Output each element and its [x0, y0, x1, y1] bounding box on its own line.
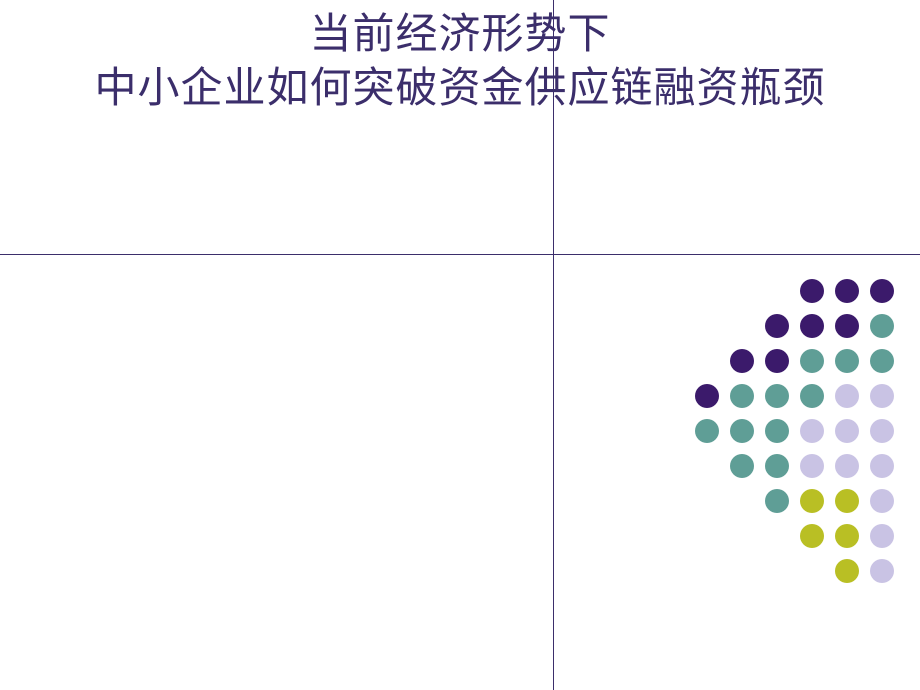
dot: [870, 524, 894, 548]
dot-row: [695, 454, 894, 478]
dot-grid-decoration: [695, 279, 894, 583]
dot: [730, 349, 754, 373]
dot-row: [695, 279, 894, 303]
slide: 当前经济形势下 中小企业如何突破资金供应链融资瓶颈: [0, 0, 920, 690]
dot: [695, 419, 719, 443]
dot: [870, 489, 894, 513]
dot: [800, 349, 824, 373]
dot: [870, 559, 894, 583]
dot: [870, 314, 894, 338]
title-line-2: 中小企业如何突破资金供应链融资瓶颈: [0, 62, 920, 116]
dot: [765, 454, 789, 478]
dot: [730, 454, 754, 478]
dot-row: [695, 384, 894, 408]
dot: [765, 489, 789, 513]
dot-row: [695, 489, 894, 513]
dot: [835, 314, 859, 338]
dot: [800, 279, 824, 303]
dot: [835, 419, 859, 443]
dot: [870, 384, 894, 408]
dot: [835, 524, 859, 548]
dot: [835, 559, 859, 583]
dot: [835, 384, 859, 408]
dot: [800, 524, 824, 548]
dot: [870, 419, 894, 443]
dot: [835, 349, 859, 373]
dot: [800, 454, 824, 478]
dot: [800, 489, 824, 513]
dot: [800, 384, 824, 408]
dot: [835, 489, 859, 513]
dot-row: [695, 524, 894, 548]
dot: [765, 419, 789, 443]
vertical-divider: [553, 0, 554, 690]
dot: [765, 349, 789, 373]
dot: [765, 314, 789, 338]
dot-row: [695, 419, 894, 443]
dot: [835, 279, 859, 303]
dot-row: [695, 559, 894, 583]
title-line-1: 当前经济形势下: [0, 8, 920, 62]
dot: [870, 349, 894, 373]
title-block: 当前经济形势下 中小企业如何突破资金供应链融资瓶颈: [0, 8, 920, 116]
dot: [835, 454, 859, 478]
dot: [870, 279, 894, 303]
dot: [730, 419, 754, 443]
dot-row: [695, 349, 894, 373]
dot: [695, 384, 719, 408]
dot: [800, 419, 824, 443]
horizontal-divider: [0, 254, 920, 255]
dot: [765, 384, 789, 408]
dot: [730, 384, 754, 408]
dot-row: [695, 314, 894, 338]
dot: [800, 314, 824, 338]
dot: [870, 454, 894, 478]
